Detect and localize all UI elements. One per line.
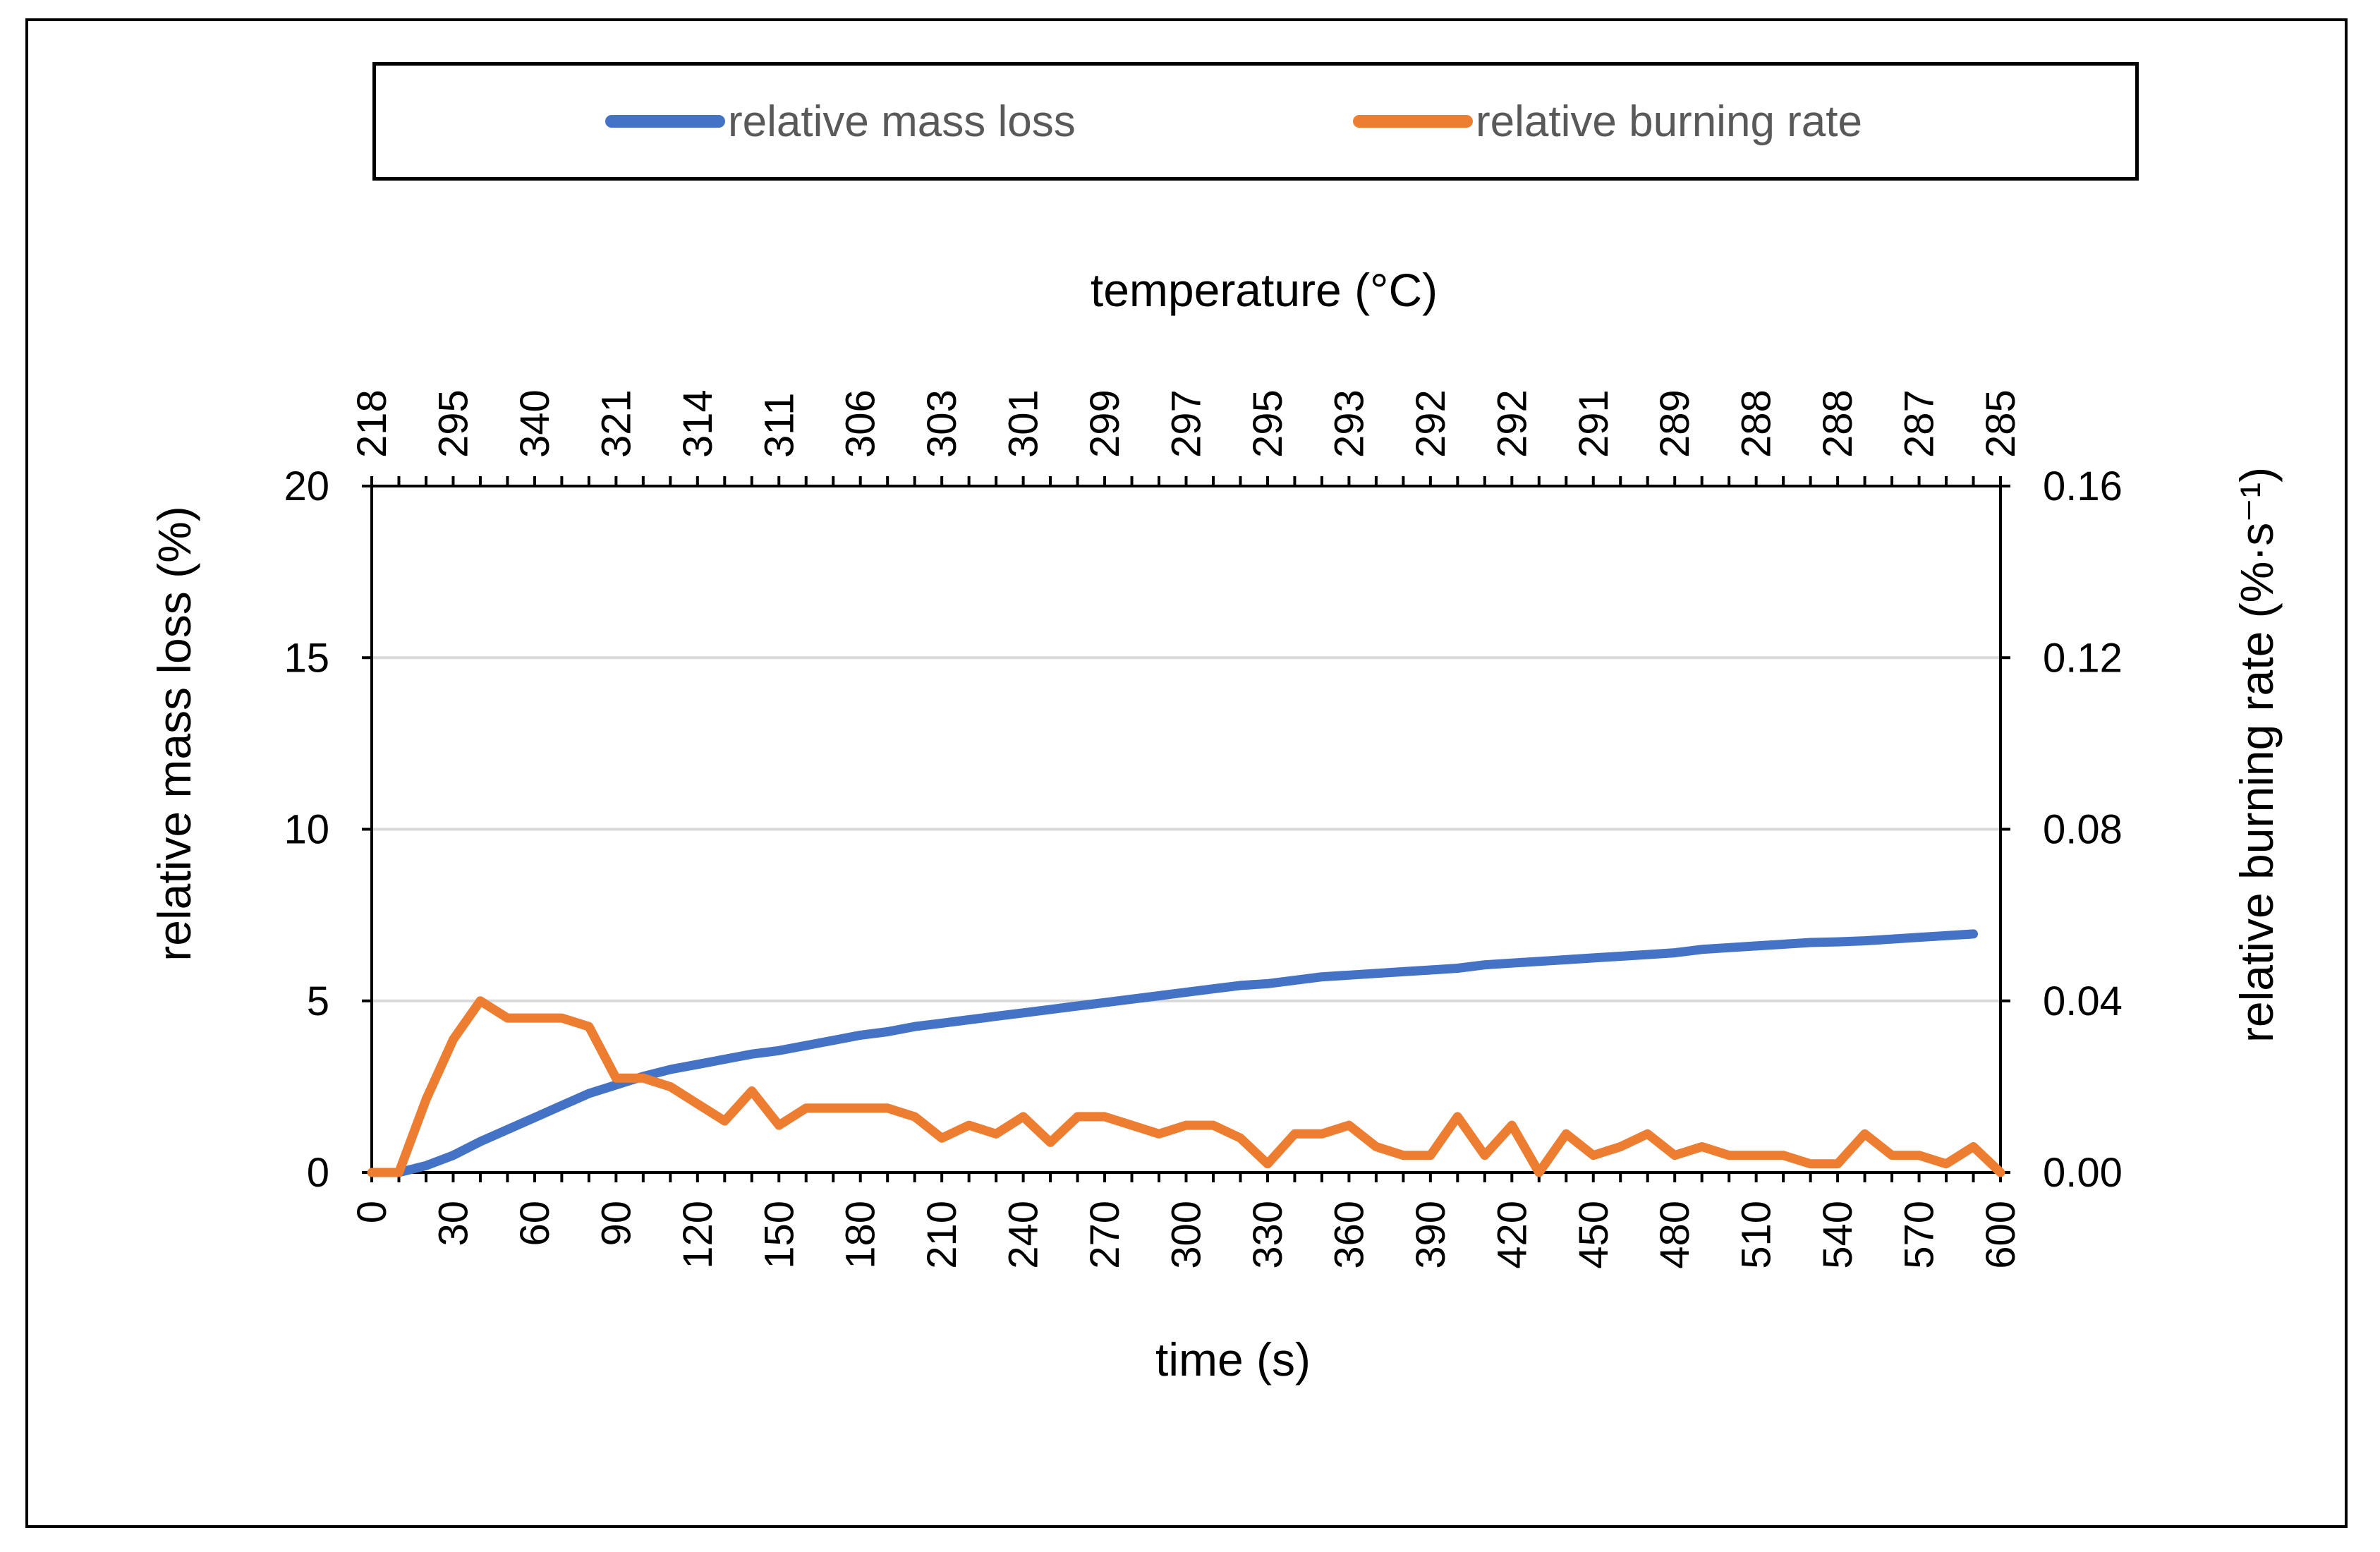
x-tick-label: 390: [1408, 1201, 1454, 1269]
top-tick-label: 288: [1815, 389, 1861, 458]
x-tick-label: 600: [1978, 1201, 2024, 1269]
top-tick-label: 303: [919, 389, 965, 458]
legend-swatch-mass-loss: [605, 115, 725, 128]
legend-item-mass-loss: relative mass loss: [605, 66, 1076, 177]
top-tick-label: 287: [1897, 389, 1943, 458]
legend-swatch-burning-rate: [1353, 115, 1473, 128]
top-axis-title: temperature (°C): [1091, 264, 1438, 316]
top-tick-label: 285: [1978, 389, 2024, 458]
legend: relative mass loss relative burning rate: [372, 62, 2139, 181]
y-tick-label: 0: [307, 1150, 329, 1196]
top-tick-label: 295: [1245, 389, 1291, 458]
top-tick-label: 340: [512, 389, 558, 458]
y2-tick-label: 0.00: [2043, 1150, 2123, 1196]
y-axis-title: relative mass loss (%): [148, 506, 200, 961]
x-tick-label: 120: [675, 1201, 721, 1269]
x-tick-label: 0: [349, 1201, 395, 1223]
y2-tick-label: 0.12: [2043, 635, 2123, 681]
x-tick-label: 450: [1571, 1201, 1617, 1269]
top-tick-label: 291: [1571, 389, 1617, 458]
top-tick-label: 301: [1001, 389, 1047, 458]
y-tick-label: 10: [284, 807, 329, 853]
top-tick-label: 292: [1489, 389, 1535, 458]
x-tick-label: 300: [1164, 1201, 1210, 1269]
top-tick-label: 299: [1082, 389, 1128, 458]
x-tick-label: 150: [756, 1201, 802, 1269]
grid-lines: [372, 485, 2000, 1002]
legend-item-burning-rate: relative burning rate: [1353, 66, 1862, 177]
x-tick-label: 270: [1082, 1201, 1128, 1269]
y2-tick-label: 0.08: [2043, 807, 2123, 853]
series-line-burning-rate: [367, 996, 2005, 1177]
top-tick-label: 295: [430, 389, 476, 458]
top-tick-label: 293: [1326, 389, 1372, 458]
top-tick-label: 297: [1164, 389, 1210, 458]
chart-frame: [25, 18, 2348, 1528]
y2-tick-label: 0.04: [2043, 978, 2123, 1024]
series-line-mass-loss: [394, 929, 1978, 1177]
top-tick-label: 321: [593, 389, 639, 458]
y-tick-label: 15: [284, 635, 329, 681]
x-tick-label: 510: [1734, 1201, 1780, 1269]
x-axis-title: time (s): [1155, 1333, 1311, 1386]
top-tick-label: 289: [1652, 389, 1698, 458]
legend-label-mass-loss: relative mass loss: [728, 97, 1076, 146]
x-tick-label: 60: [512, 1201, 558, 1247]
x-tick-label: 30: [430, 1201, 476, 1247]
x-tick-label: 420: [1489, 1201, 1535, 1269]
legend-label-burning-rate: relative burning rate: [1476, 97, 1862, 146]
top-tick-label: 288: [1734, 389, 1780, 458]
x-tick-label: 330: [1245, 1201, 1291, 1269]
x-tick-label: 540: [1815, 1201, 1861, 1269]
top-tick-label: 292: [1408, 389, 1454, 458]
x-tick-label: 240: [1001, 1201, 1047, 1269]
top-tick-label: 218: [349, 389, 395, 458]
x-tick-label: 90: [593, 1201, 639, 1247]
x-tick-label: 570: [1897, 1201, 1943, 1269]
top-tick-label: 311: [756, 393, 802, 458]
y2-axis-title: relative burning rate (%·s⁻¹): [2230, 467, 2283, 1043]
y-tick-label: 5: [307, 978, 329, 1024]
x-tick-label: 360: [1326, 1201, 1372, 1269]
axes: [362, 476, 2010, 1182]
x-tick-label: 180: [838, 1201, 884, 1269]
tick-labels: 0 0.00 5 0.04 10 0.08 15 0.12 20 0.16 0 218 30 295 60 3…: [284, 389, 2122, 1269]
top-tick-label: 306: [838, 389, 884, 458]
top-tick-label: 314: [675, 389, 721, 458]
x-tick-label: 480: [1652, 1201, 1698, 1269]
x-tick-label: 210: [919, 1201, 965, 1269]
y-tick-label: 20: [284, 463, 329, 509]
y2-tick-label: 0.16: [2043, 463, 2123, 509]
series: [367, 929, 2005, 1177]
